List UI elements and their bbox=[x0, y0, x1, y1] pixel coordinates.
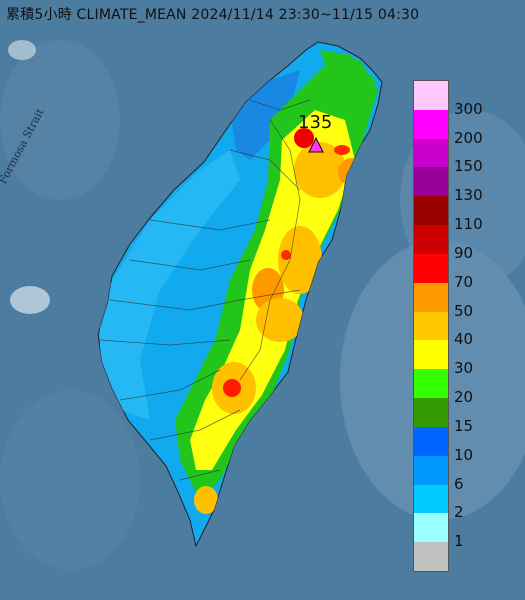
rain-band-blue bbox=[230, 70, 300, 160]
legend-swatch bbox=[414, 426, 448, 457]
legend-swatch bbox=[414, 513, 448, 543]
cloud-patch bbox=[0, 40, 120, 200]
legend-tick-label: 200 bbox=[454, 128, 483, 147]
county-boundaries bbox=[99, 99, 311, 481]
legend-swatch bbox=[414, 311, 448, 341]
legend-swatch bbox=[414, 484, 448, 514]
rain-area-red bbox=[223, 379, 241, 397]
legend-tick-label: 20 bbox=[454, 388, 474, 407]
legend-swatch bbox=[414, 109, 448, 140]
legend-swatch bbox=[414, 81, 448, 111]
peak-value-label: 135 bbox=[298, 112, 333, 133]
legend-swatch bbox=[414, 253, 448, 284]
legend-swatch bbox=[414, 167, 448, 197]
legend-tick-label: 10 bbox=[454, 445, 474, 464]
legend-swatch bbox=[414, 138, 448, 168]
rain-band-light-blue bbox=[100, 150, 240, 420]
map-title: 累積5小時 CLIMATE_MEAN 2024/11/14 23:30~11/1… bbox=[6, 7, 420, 23]
legend-swatch bbox=[414, 542, 448, 572]
cloud-patch bbox=[10, 286, 50, 314]
legend-tick-label: 50 bbox=[454, 301, 474, 320]
rain-area-orange bbox=[294, 142, 346, 198]
legend-tick-label: 2 bbox=[454, 503, 464, 522]
legend-tick-label: 15 bbox=[454, 416, 474, 435]
rain-area-red bbox=[294, 128, 314, 148]
legend-tick-label: 90 bbox=[454, 243, 474, 262]
legend-swatch bbox=[414, 225, 448, 255]
legend-swatch bbox=[414, 369, 448, 399]
legend-swatch bbox=[414, 196, 448, 226]
legend-tick-label: 70 bbox=[454, 272, 474, 291]
rain-area-red bbox=[281, 250, 291, 260]
legend-tick-label: 130 bbox=[454, 186, 483, 205]
legend-tick-label: 40 bbox=[454, 330, 474, 349]
legend-color-bar bbox=[413, 80, 449, 572]
legend-tick-label: 6 bbox=[454, 474, 464, 493]
cloud-patch bbox=[0, 390, 140, 570]
legend-tick-label: 300 bbox=[454, 99, 483, 118]
cloud-patch bbox=[8, 40, 36, 60]
legend-swatch bbox=[414, 398, 448, 428]
peak-marker-icon bbox=[308, 136, 324, 153]
rain-band-green bbox=[320, 50, 375, 110]
legend-tick-label: 150 bbox=[454, 157, 483, 176]
legend-tick-label: 110 bbox=[454, 215, 483, 234]
legend-tick-label: 1 bbox=[454, 532, 464, 551]
legend-swatch bbox=[414, 340, 448, 370]
rain-area-orange bbox=[278, 226, 322, 294]
rain-area-red bbox=[334, 145, 350, 155]
rain-area-orange bbox=[194, 486, 218, 514]
legend-swatch bbox=[414, 455, 448, 486]
legend-swatch bbox=[414, 282, 448, 313]
legend-tick-label: 30 bbox=[454, 359, 474, 378]
